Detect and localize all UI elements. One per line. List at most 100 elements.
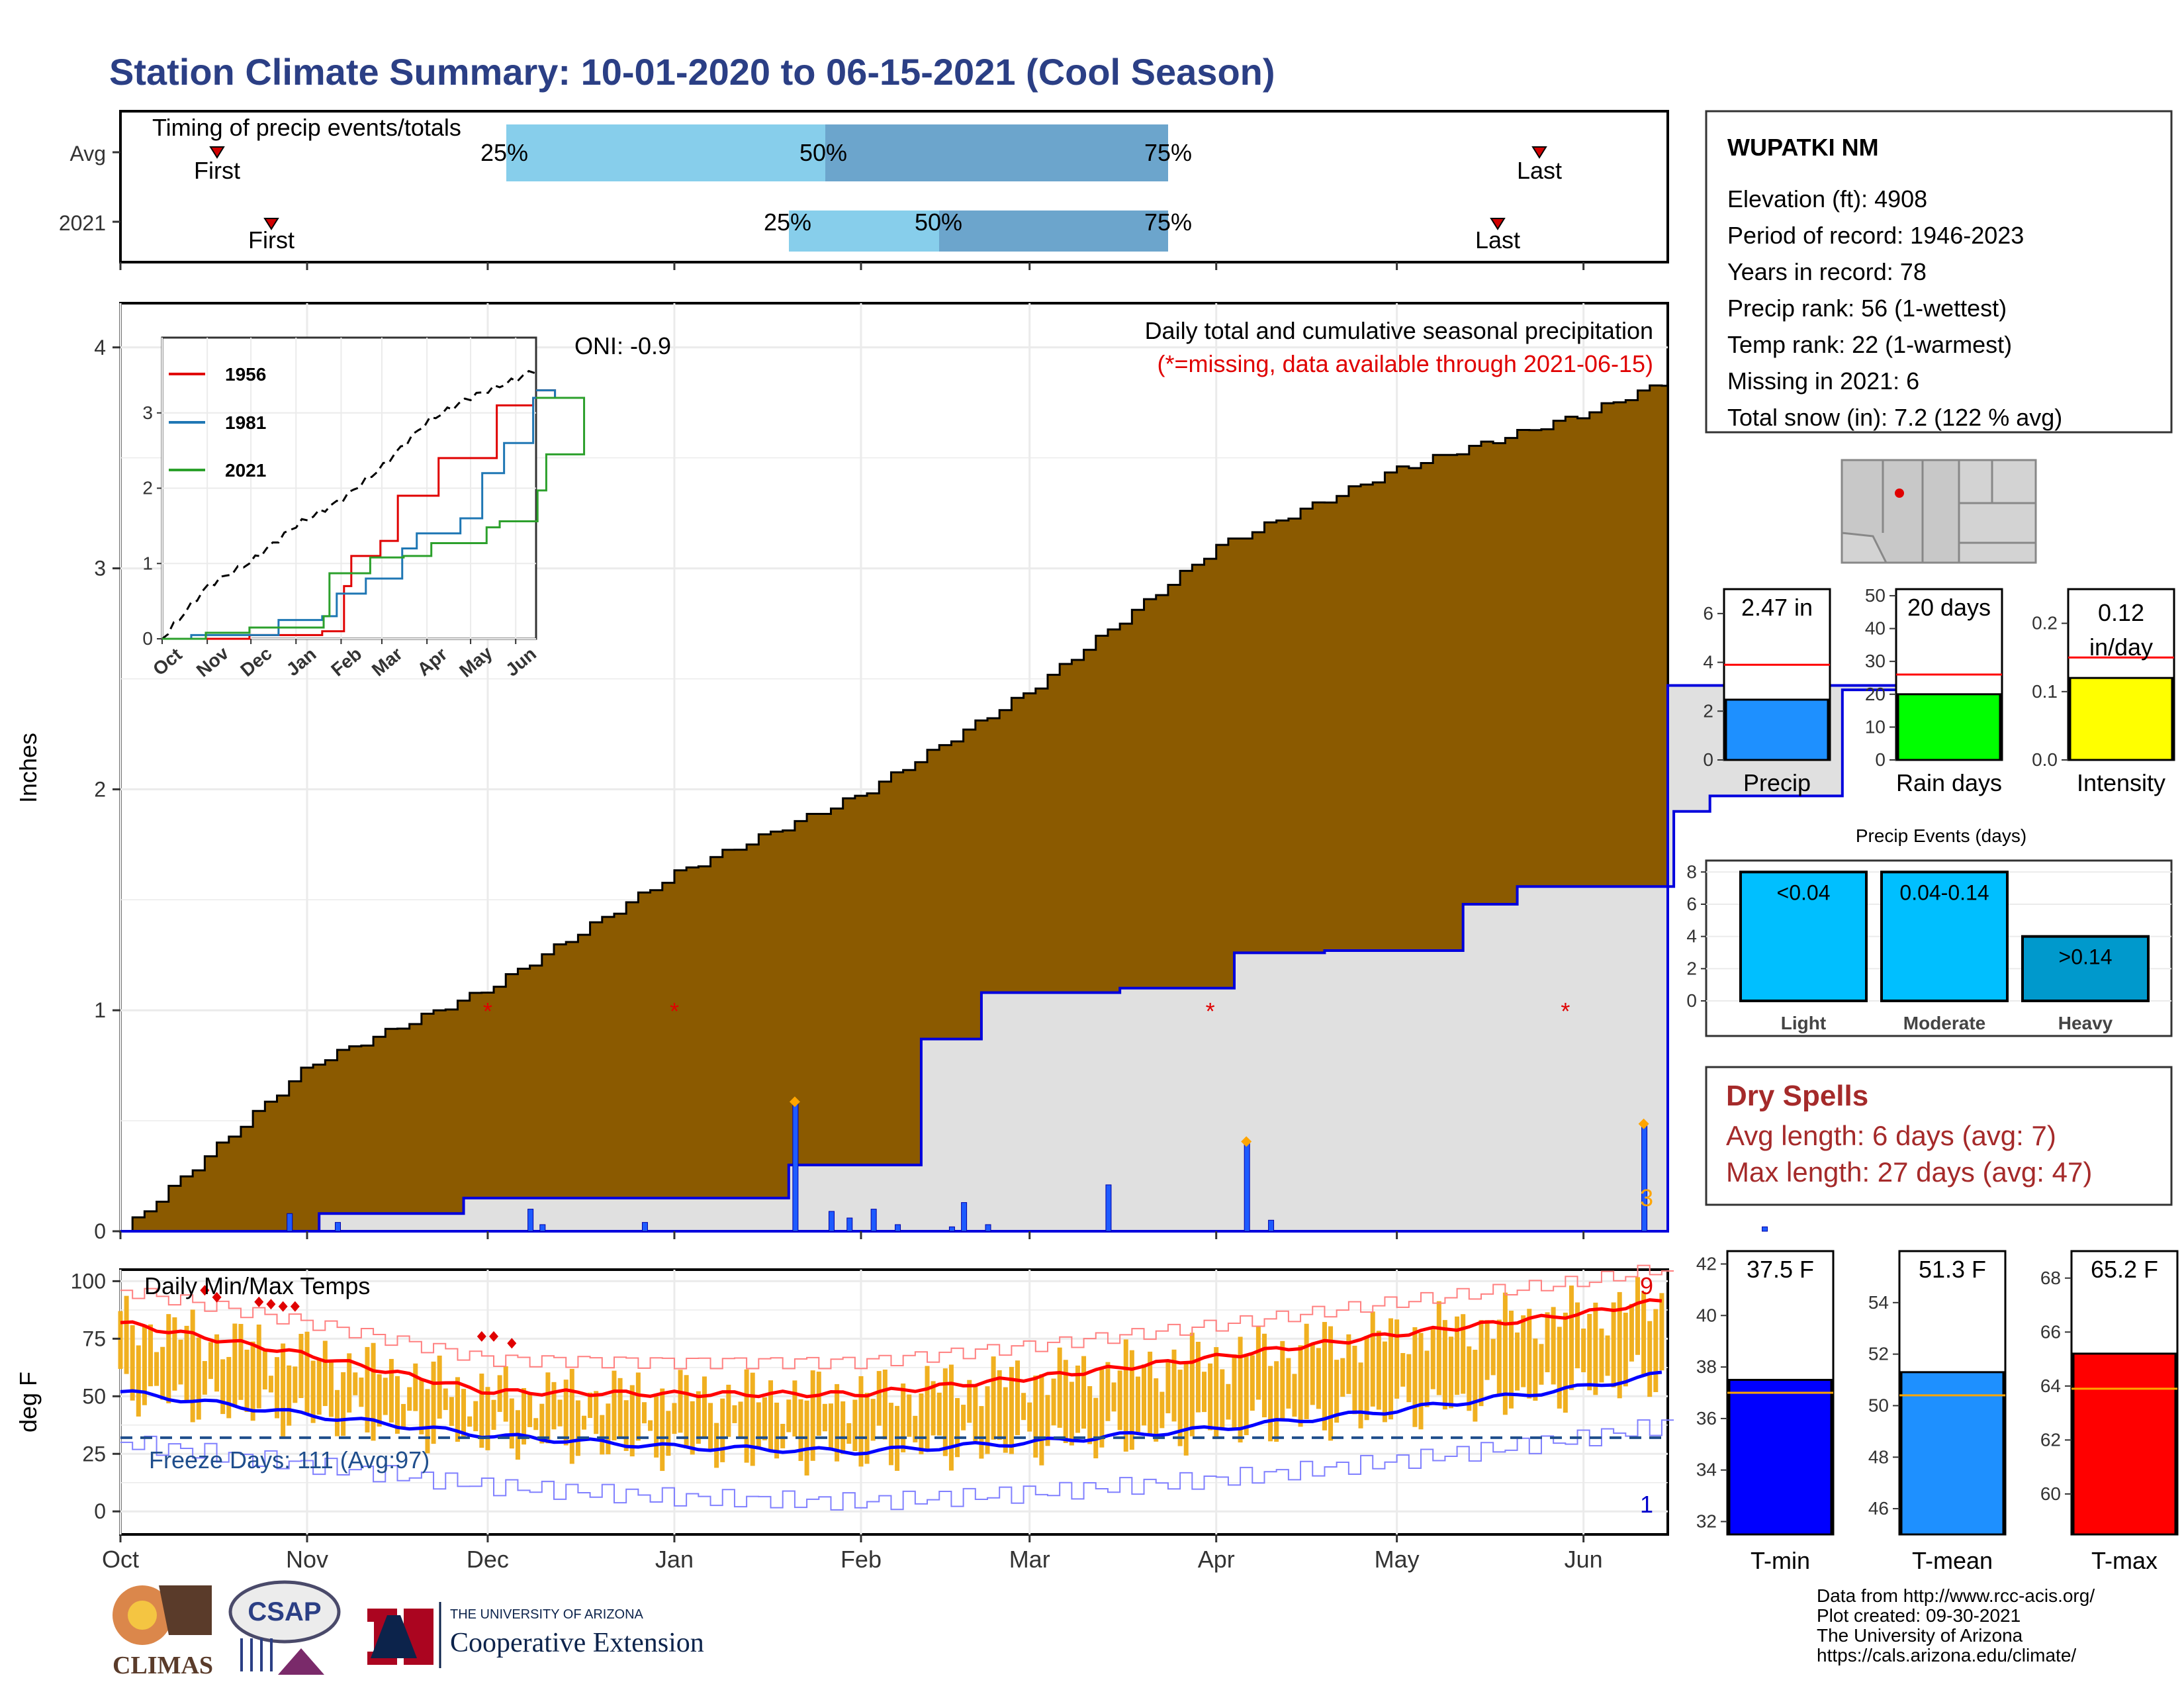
daily-temp-bar [401, 1403, 406, 1428]
precip-ylabel: Inches [15, 733, 42, 803]
daily-temp-bar [846, 1423, 852, 1444]
daily-temp-bar [527, 1392, 533, 1427]
daily-temp-bar [1490, 1338, 1496, 1376]
summary-bar-tick-label: 0 [1703, 749, 1713, 770]
daily-temp-bar [244, 1349, 250, 1412]
daily-temp-bar [1232, 1354, 1237, 1429]
record-high-marker [212, 1291, 222, 1303]
daily-temp-bar [1261, 1333, 1267, 1418]
month-label: Jan [655, 1546, 694, 1573]
event-bar [1880, 870, 2009, 1002]
daily-temp-bar [1521, 1315, 1526, 1387]
daily-temp-bar [1557, 1327, 1562, 1409]
event-bar [1739, 870, 1868, 1002]
daily-temp-bar [1051, 1378, 1056, 1426]
credit-line-2: Plot created: 09-30-2021 [1817, 1605, 2021, 1626]
daily-precip-bar [335, 1222, 341, 1232]
temp-content [118, 1264, 1674, 1511]
daily-temp-bar [293, 1366, 298, 1403]
daily-temp-bar [606, 1403, 611, 1455]
daily-temp-bar [756, 1402, 761, 1450]
daily-temp-bar [1418, 1333, 1424, 1430]
ua-big-text: Cooperative Extension [450, 1628, 704, 1658]
dry-spells-avg: Avg length: 6 days (avg: 7) [1726, 1120, 2056, 1151]
summary-bar-value: 0.12 [2098, 599, 2144, 626]
daily-temp-bar [1087, 1385, 1093, 1444]
daily-temp-bar [864, 1393, 870, 1464]
daily-temp-bar [660, 1388, 665, 1472]
daily-temp-bar [822, 1403, 827, 1432]
missing-marker: * [1206, 998, 1215, 1025]
dry-spells-max: Max length: 27 days (avg: 47) [1726, 1156, 2092, 1188]
daily-temp-bar [876, 1371, 882, 1426]
daily-temp-bar [973, 1385, 978, 1442]
daily-temp-bar [696, 1391, 701, 1444]
summary-bar-value: 2.47 in [1741, 594, 1813, 621]
temp-ytick-label: 50 [82, 1384, 106, 1408]
cumulative-2021-area [120, 684, 1958, 1233]
daily-temp-bar [1617, 1291, 1622, 1399]
temp-ytick-label: 25 [82, 1442, 106, 1466]
temp-bar-tick-label: 38 [1696, 1356, 1717, 1377]
daily-temp-bar [184, 1325, 189, 1401]
precip-annotation-title: Daily total and cumulative seasonal prec… [1145, 317, 1653, 344]
temp-ytick-label: 100 [71, 1269, 106, 1293]
daily-temp-bar [425, 1389, 430, 1454]
precip-axes: 0 1 2 3 4 [94, 336, 1585, 1243]
daily-precip-bar [1762, 1226, 1768, 1232]
station-location-dot [1895, 489, 1904, 498]
temp-bar-tick-label: 46 [1868, 1498, 1889, 1519]
daily-precip-bar [961, 1202, 968, 1232]
daily-temp-bar [196, 1337, 201, 1420]
daily-temp-bar [1515, 1332, 1520, 1391]
daily-temp-bar [1027, 1402, 1032, 1432]
daily-temp-bar [1292, 1374, 1297, 1417]
record-high-marker [266, 1299, 276, 1310]
daily-precip-bar [527, 1209, 534, 1232]
daily-temp-bar [991, 1356, 996, 1440]
daily-temp-bar [473, 1401, 478, 1432]
avg-p25: 25% [480, 139, 528, 166]
daily-temp-bar [539, 1403, 545, 1444]
daily-temp-bar [1430, 1327, 1435, 1389]
record-high-marker [254, 1296, 264, 1307]
daily-temp-bar [1075, 1365, 1080, 1433]
daily-temp-bar [1587, 1313, 1592, 1391]
daily-temp-bar [388, 1358, 394, 1423]
avg-median-box [825, 124, 1168, 181]
credits: Data from http://www.rcc-acis.org/ Plot … [1817, 1585, 2095, 1665]
daily-temp-bar [931, 1381, 936, 1436]
station-line-7: Total snow (in): 7.2 (122 % avg) [1727, 404, 2062, 431]
daily-precip-bar [846, 1217, 853, 1232]
daily-temp-bar [750, 1372, 755, 1466]
event-bar-label: 0.04-0.14 [1899, 880, 1989, 904]
daily-precip-bar [1641, 1125, 1648, 1232]
station-line-3: Years in record: 78 [1727, 258, 1927, 285]
daily-temp-bar [485, 1387, 490, 1450]
dry-spells-box: Dry Spells Avg length: 6 days (avg: 7) M… [1705, 1066, 2173, 1206]
daily-temp-bar [268, 1376, 273, 1393]
timing-panel: Timing of precip events/totals Avg 2021 … [59, 110, 1669, 270]
daily-precip-bar [1268, 1219, 1275, 1232]
daily-temp-bar [419, 1380, 424, 1434]
daily-temp-bar [226, 1356, 232, 1419]
daily-temp-bar [1364, 1336, 1369, 1421]
daily-temp-bar [1539, 1344, 1544, 1385]
daily-temp-bar [1527, 1309, 1532, 1399]
daily-temp-bar [901, 1383, 906, 1453]
daily-temp-bar [232, 1323, 238, 1405]
temp-bar-tick-label: 32 [1696, 1511, 1717, 1532]
avg-last-marker [1531, 146, 1547, 159]
daily-temp-bar [955, 1397, 960, 1458]
daily-temp-bar [437, 1355, 442, 1419]
daily-temp-bar [1268, 1366, 1273, 1442]
daily-temp-bar [882, 1369, 887, 1440]
daily-precip-bar [985, 1224, 991, 1232]
y2021-first-marker [263, 218, 279, 230]
avg-first-label: First [194, 157, 240, 184]
credit-line-1: Data from http://www.rcc-acis.org/ [1817, 1585, 2095, 1606]
temp-bar-tick-label: 62 [2040, 1429, 2061, 1450]
daily-temp-bar [1304, 1323, 1309, 1419]
climas-wordmark: CLIMAS [113, 1652, 213, 1679]
